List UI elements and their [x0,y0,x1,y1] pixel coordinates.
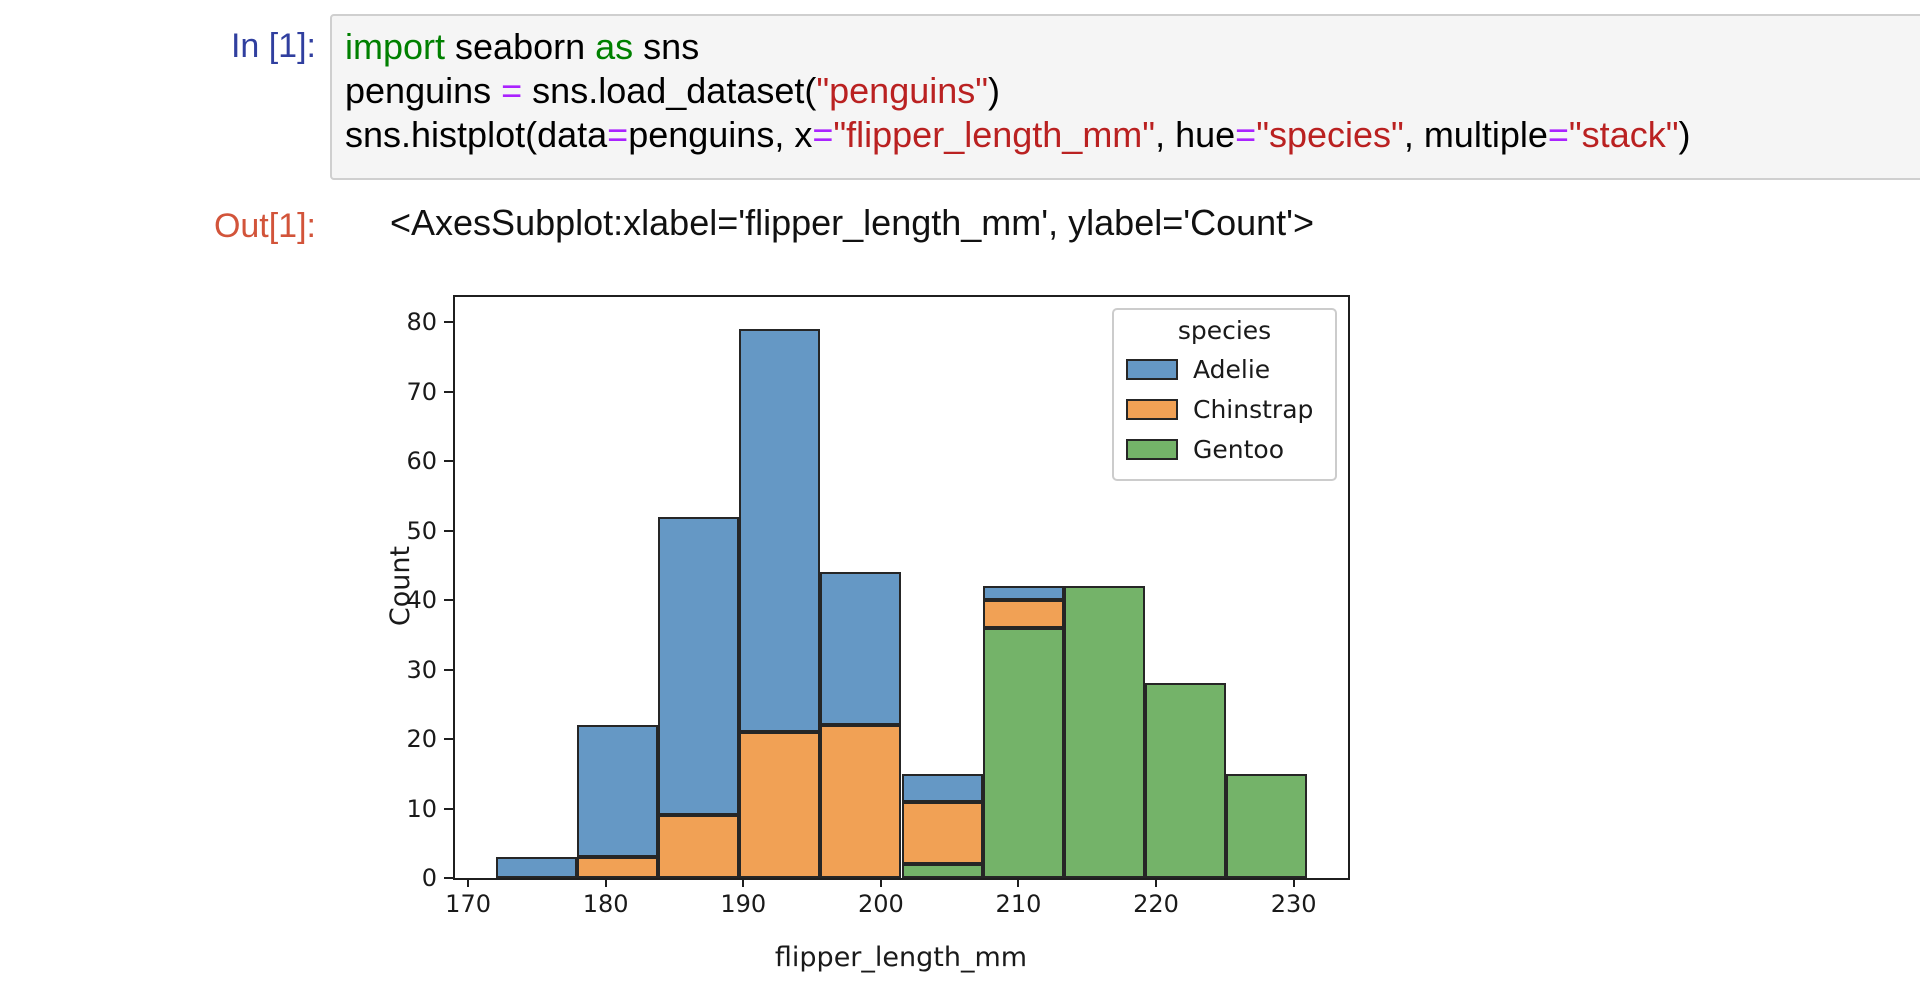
bar-segment-gentoo-bin5 [901,864,983,878]
y-tick-mark [444,807,453,810]
bar-segment-gentoo-bin8 [1145,683,1227,878]
bar-segment-chinstrap-bin5 [901,801,983,865]
code-token-op: = [812,114,834,155]
bar-segment-chinstrap-bin6 [982,600,1064,628]
code-token-plain: ) [1678,114,1691,155]
code-token-str: "stack" [1568,114,1679,155]
code-token-plain: seaborn [445,26,596,67]
legend-title: species [1177,316,1272,345]
code-lines[interactable]: import seaborn as sns penguins = sns.load… [345,25,1920,157]
code-token-plain: penguins, x [628,114,813,155]
bar-segment-gentoo-bin9 [1226,773,1308,878]
x-tick-label: 200 [857,890,904,918]
code-line: sns.histplot(data=penguins, x="flipper_l… [345,113,1920,157]
y-tick-label: 0 [421,864,437,892]
bar-segment-adelie-bin2 [657,516,740,816]
x-tick-label: 230 [1270,890,1317,918]
legend-swatch-chinstrap [1126,398,1178,420]
code-token-plain: , multiple [1403,114,1548,155]
bar-segment-adelie-bin0 [495,857,577,878]
legend-entries: Adelie Chinstrap Gentoo [1114,349,1335,469]
x-tick-label: 180 [582,890,629,918]
legend-label: Chinstrap [1193,394,1314,424]
code-token-op: = [1235,114,1257,155]
legend-entry-gentoo: Gentoo [1114,429,1335,469]
x-tick-label: 220 [1133,890,1179,918]
code-token-str: "flipper_length_mm" [833,114,1156,155]
output-prompt: Out[1]: [213,207,316,245]
legend-swatch-gentoo [1126,438,1178,460]
code-token-plain: sns.histplot(data [345,114,608,155]
bar-segment-chinstrap-bin2 [657,815,740,878]
y-tick-label: 40 [406,586,437,614]
output-repr-text: <AxesSubplot:xlabel='flipper_length_mm',… [390,202,1315,243]
code-token-plain: penguins [345,70,502,111]
code-token-plain: ) [988,70,1001,111]
x-tick-mark [1292,878,1295,887]
x-tick-mark [1017,878,1020,887]
code-token-plain: sns [633,26,700,67]
y-tick-label: 30 [406,655,437,684]
x-tick-mark [604,878,607,887]
code-token-str: "species" [1256,114,1404,155]
y-tick-label: 80 [406,308,437,337]
x-tick-mark [879,878,882,887]
y-tick-mark [444,460,453,462]
bar-segment-chinstrap-bin3 [739,732,821,878]
bar-segment-chinstrap-bin1 [576,857,658,878]
bar-segment-adelie-bin3 [739,328,821,733]
code-token-op: = [1547,114,1569,155]
input-prompt: In [1]: [230,27,316,65]
x-axis-label: flipper_length_mm [774,942,1028,973]
y-tick-mark [444,668,453,671]
x-tick-mark [1155,878,1158,887]
y-tick-label: 10 [406,794,437,823]
y-tick-mark [444,529,453,532]
legend-entry-adelie: Adelie [1114,349,1335,389]
legend: species Adelie Chinstrap Gentoo [1112,308,1337,481]
code-token-op: = [501,70,523,111]
bar-segment-adelie-bin5 [901,773,983,802]
y-tick-label: 60 [406,447,437,475]
y-tick-label: 20 [406,725,437,753]
y-tick-mark [444,738,453,740]
legend-entry-chinstrap: Chinstrap [1114,389,1335,429]
code-cell[interactable]: import seaborn as sns penguins = sns.load… [330,14,1920,180]
code-line: penguins = sns.load_dataset("penguins") [345,69,1920,113]
plot-area: species Adelie Chinstrap Gentoo 170 180 190 2… [406,295,1350,918]
code-token-plain: , hue [1155,114,1236,155]
bar-segment-adelie-bin4 [820,572,902,726]
y-tick-mark [444,321,453,324]
code-token-kw: as [595,26,634,67]
x-tick-label: 210 [995,890,1042,918]
legend-swatch-adelie [1126,358,1178,380]
x-tick-label: 190 [720,890,767,918]
code-token-str: "penguins" [816,70,989,111]
bar-segment-chinstrap-bin4 [820,725,902,878]
bar-segment-adelie-bin1 [576,725,658,858]
legend-label: Adelie [1193,354,1271,384]
code-token-kw: import [345,26,446,67]
y-tick-mark [444,599,453,601]
y-axis-label: Count [385,545,416,627]
x-tick-mark [467,878,470,887]
y-tick-mark [444,877,453,879]
x-tick-label: 170 [445,890,491,918]
code-line: import seaborn as sns [345,25,1920,69]
bar-segment-gentoo-bin6 [982,627,1064,878]
y-tick-label: 50 [406,516,437,545]
bar-segment-adelie-bin6 [982,586,1064,600]
code-token-op: = [607,114,629,155]
bar-segment-gentoo-bin7 [1063,586,1146,878]
y-tick-label: 70 [406,377,437,406]
x-tick-mark [742,878,745,887]
code-token-plain: sns.load_dataset( [522,70,817,111]
legend-label: Gentoo [1193,434,1284,464]
y-tick-mark [444,390,453,393]
